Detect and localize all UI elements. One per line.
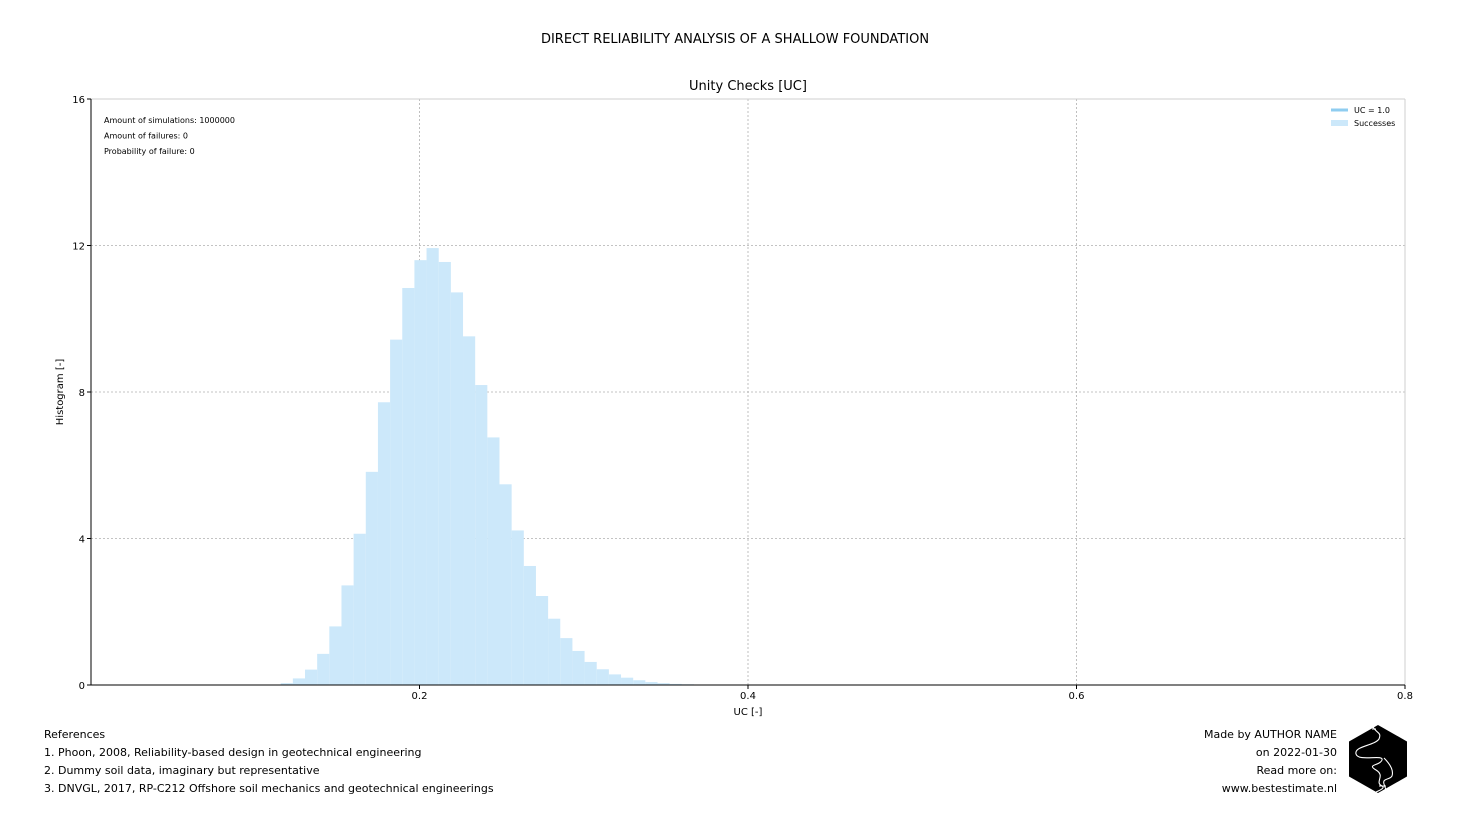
histogram-bar bbox=[499, 484, 512, 685]
y-tick-label: 0 bbox=[79, 681, 85, 692]
legend-patch-swatch bbox=[1331, 120, 1348, 126]
histogram-bar bbox=[341, 585, 354, 685]
histogram-bar bbox=[414, 260, 427, 685]
histogram-bar bbox=[548, 618, 561, 685]
histogram-bar bbox=[317, 653, 330, 685]
x-tick-label: 0.2 bbox=[412, 691, 428, 702]
reference-item: 3. DNVGL, 2017, RP-C212 Offshore soil me… bbox=[44, 782, 494, 795]
y-tick-label: 16 bbox=[72, 95, 85, 106]
y-tick-label: 4 bbox=[79, 535, 85, 546]
histogram-bar bbox=[487, 437, 500, 685]
hexagon-logo-icon bbox=[1346, 724, 1410, 794]
x-tick-label: 0.4 bbox=[740, 691, 756, 702]
author-line: Made by AUTHOR NAME bbox=[1203, 728, 1337, 741]
histogram-bar bbox=[535, 596, 549, 685]
histogram-bar bbox=[390, 339, 403, 685]
histogram-bar bbox=[475, 385, 488, 685]
histogram-bar bbox=[657, 683, 670, 685]
histogram-bar bbox=[463, 336, 476, 685]
histogram-bar bbox=[365, 471, 378, 685]
histogram-bar bbox=[292, 678, 306, 685]
y-tick-label: 8 bbox=[79, 388, 85, 399]
y-tick-label: 12 bbox=[72, 242, 85, 253]
figure-title: DIRECT RELIABILITY ANALYSIS OF A SHALLOW… bbox=[540, 32, 930, 47]
x-axis-label: UC [-] bbox=[734, 707, 763, 718]
y-axis-label: Histogram [-] bbox=[55, 359, 66, 426]
histogram-bar bbox=[560, 638, 573, 685]
histogram-bar bbox=[596, 669, 609, 685]
stats-annotation: Amount of simulations: 1000000 bbox=[104, 116, 235, 125]
x-tick-label: 0.6 bbox=[1069, 691, 1085, 702]
website-link[interactable]: www.bestestimate.nl bbox=[1221, 782, 1337, 795]
chart-title: Unity Checks [UC] bbox=[689, 79, 807, 94]
date-line: on 2022-01-30 bbox=[1255, 746, 1337, 759]
histogram-bar bbox=[523, 565, 536, 685]
histogram-bar bbox=[377, 402, 391, 685]
histogram-bar bbox=[669, 683, 682, 685]
reference-item: 1. Phoon, 2008, Reliability-based design… bbox=[44, 746, 422, 759]
histogram-bar bbox=[402, 287, 415, 685]
references-title: References bbox=[44, 728, 106, 741]
credits-block: Made by AUTHOR NAME on 2022-01-30 Read m… bbox=[1204, 726, 1337, 798]
histogram-bar bbox=[450, 292, 464, 685]
x-tick-label: 0.8 bbox=[1397, 691, 1413, 702]
stats-annotation: Amount of failures: 0 bbox=[104, 132, 188, 141]
histogram-bar bbox=[426, 248, 439, 685]
histogram-bar bbox=[572, 650, 585, 685]
histogram-bar bbox=[511, 530, 524, 685]
histogram-bar bbox=[353, 533, 366, 685]
references-block: References 1. Phoon, 2008, Reliability-b… bbox=[44, 726, 494, 798]
histogram-bar bbox=[621, 677, 634, 685]
histogram-bar bbox=[645, 682, 658, 685]
histogram-bar bbox=[633, 680, 646, 685]
histogram-bar bbox=[608, 674, 622, 685]
histogram-bar bbox=[329, 626, 342, 685]
histogram-bar bbox=[584, 661, 597, 685]
reference-item: 2. Dummy soil data, imaginary but repres… bbox=[44, 764, 320, 777]
histogram-bar bbox=[438, 261, 451, 685]
legend-label: Successes bbox=[1354, 119, 1395, 128]
read-more-line: Read more on: bbox=[1256, 764, 1337, 777]
stats-annotation: Probability of failure: 0 bbox=[104, 147, 195, 156]
histogram-bar bbox=[280, 683, 293, 685]
histogram-bar bbox=[305, 669, 318, 685]
legend-label: UC = 1.0 bbox=[1354, 106, 1390, 115]
